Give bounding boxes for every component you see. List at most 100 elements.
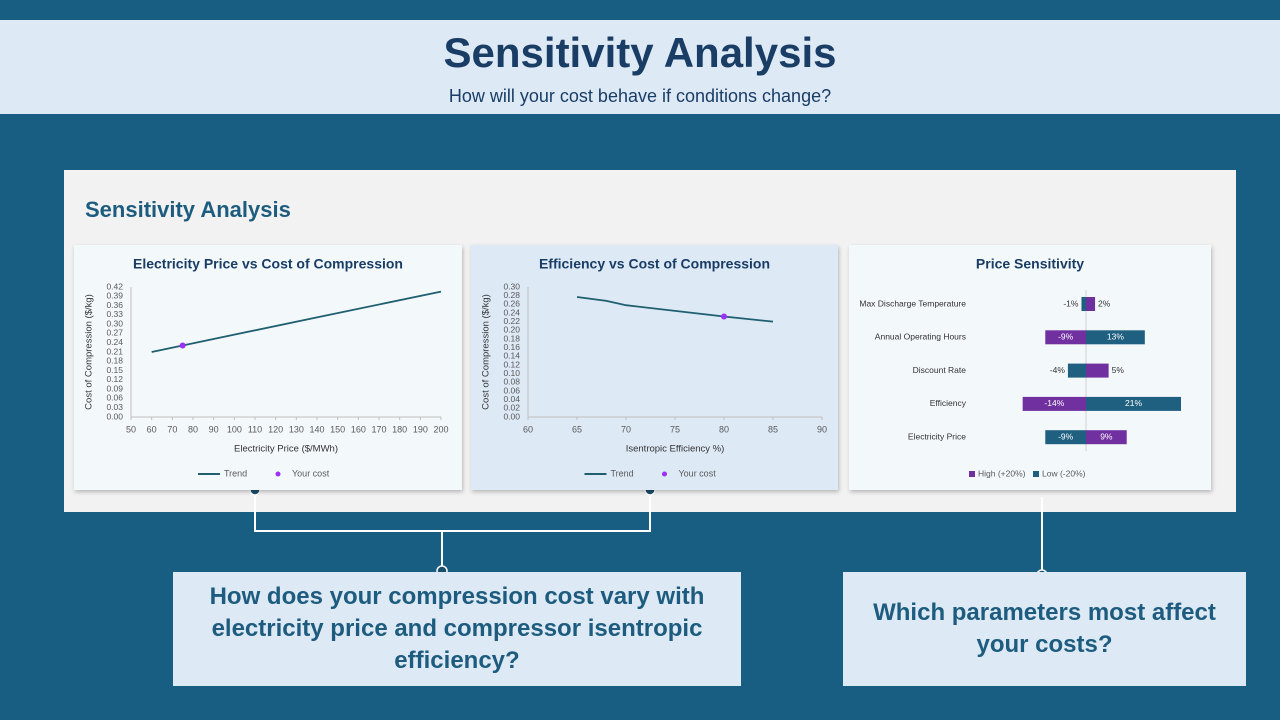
category-label: Electricity Price <box>908 431 966 441</box>
y-axis-label: Cost of Compression ($/kg) <box>481 294 492 410</box>
chart-title: Electricity Price vs Cost of Compression <box>133 256 403 272</box>
x-tick-label: 170 <box>371 424 386 434</box>
value-label: 21% <box>1125 398 1142 408</box>
x-tick-label: 70 <box>621 424 631 434</box>
x-tick-label: 85 <box>768 424 778 434</box>
sensitivity-bar <box>1045 430 1086 445</box>
sensitivity-bar <box>1086 430 1127 445</box>
y-tick-label: 0.22 <box>503 316 520 326</box>
y-tick-label: 0.03 <box>106 402 123 412</box>
value-label: -4% <box>1050 365 1066 375</box>
value-label: -1% <box>1063 298 1079 308</box>
category-label: Annual Operating Hours <box>875 332 966 342</box>
x-tick-label: 90 <box>209 424 219 434</box>
y-tick-label: 0.24 <box>503 307 520 317</box>
category-label: Efficiency <box>930 398 967 408</box>
sensitivity-bar <box>1045 330 1086 345</box>
callout: How does your compression cost vary with… <box>173 572 741 686</box>
x-tick-label: 160 <box>351 424 366 434</box>
x-tick-label: 100 <box>227 424 242 434</box>
header-band <box>0 20 1280 114</box>
y-tick-label: 0.39 <box>106 291 123 301</box>
x-tick-label: 75 <box>670 424 680 434</box>
legend-swatch <box>969 471 975 477</box>
chart-title: Price Sensitivity <box>976 256 1084 272</box>
callout: Which parameters most affect your costs? <box>843 572 1246 686</box>
x-tick-label: 50 <box>126 424 136 434</box>
legend-swatch <box>275 471 281 477</box>
y-tick-label: 0.06 <box>106 393 123 403</box>
legend-swatch <box>1033 471 1039 477</box>
trend-line <box>151 290 442 353</box>
chart-card <box>849 245 1211 490</box>
x-axis-label: Electricity Price ($/MWh) <box>234 444 338 455</box>
y-tick-label: 0.04 <box>503 394 520 404</box>
value-label: 2% <box>1098 298 1111 308</box>
legend-label: Trend <box>224 468 247 478</box>
y-tick-label: 0.24 <box>106 337 123 347</box>
y-tick-label: 0.09 <box>106 383 123 393</box>
x-tick-label: 80 <box>719 424 729 434</box>
value-label: 13% <box>1107 332 1124 342</box>
sensitivity-bar <box>1086 396 1181 411</box>
connectors <box>254 490 1043 575</box>
page-title: Sensitivity Analysis <box>444 29 837 76</box>
y-tick-label: 0.42 <box>106 281 123 291</box>
y-tick-label: 0.18 <box>503 333 520 343</box>
chart-card <box>471 245 838 490</box>
y-tick-label: 0.33 <box>106 309 123 319</box>
x-tick-label: 80 <box>188 424 198 434</box>
legend-label: High (+20%) <box>978 468 1026 478</box>
x-tick-label: 140 <box>309 424 324 434</box>
x-tick-label: 120 <box>268 424 283 434</box>
y-tick-label: 0.36 <box>106 300 123 310</box>
legend-label: Your cost <box>679 468 717 478</box>
legend-label: Your cost <box>292 468 330 478</box>
y-tick-label: 0.16 <box>503 342 520 352</box>
y-tick-label: 0.14 <box>503 351 520 361</box>
legend-label: Trend <box>611 468 634 478</box>
x-tick-label: 65 <box>572 424 582 434</box>
value-label: 9% <box>1100 431 1113 441</box>
value-label: -9% <box>1058 431 1074 441</box>
y-tick-label: 0.06 <box>503 385 520 395</box>
y-tick-label: 0.21 <box>106 346 123 356</box>
chart-title: Efficiency vs Cost of Compression <box>539 256 770 272</box>
y-tick-label: 0.02 <box>503 403 520 413</box>
x-tick-label: 110 <box>248 424 262 434</box>
x-tick-label: 200 <box>433 424 448 434</box>
sensitivity-bar <box>1081 297 1086 311</box>
x-tick-label: 190 <box>413 424 428 434</box>
x-tick-label: 180 <box>392 424 407 434</box>
x-axis-label: Isentropic Efficiency %) <box>626 444 725 455</box>
connector <box>254 490 651 532</box>
y-tick-label: 0.30 <box>106 318 123 328</box>
chart-card <box>74 245 462 490</box>
page-subtitle: How will your cost behave if conditions … <box>449 86 831 106</box>
your-cost-point <box>721 313 727 320</box>
x-tick-label: 60 <box>523 424 533 434</box>
y-tick-label: 0.10 <box>503 368 520 378</box>
sensitivity-bar <box>1086 330 1145 345</box>
y-tick-label: 0.08 <box>503 377 520 387</box>
trend-line <box>576 296 774 323</box>
x-tick-label: 60 <box>147 424 157 434</box>
y-tick-label: 0.20 <box>503 325 520 335</box>
x-tick-label: 70 <box>167 424 177 434</box>
y-tick-label: 0.00 <box>106 411 123 421</box>
y-tick-label: 0.15 <box>106 365 123 375</box>
sensitivity-bar <box>1022 396 1086 411</box>
y-tick-label: 0.26 <box>503 299 520 309</box>
x-tick-label: 90 <box>817 424 827 434</box>
panel-title: Sensitivity Analysis <box>85 197 291 222</box>
y-tick-label: 0.28 <box>503 290 520 300</box>
your-cost-point <box>179 342 186 349</box>
y-tick-label: 0.12 <box>503 359 520 369</box>
value-label: -14% <box>1044 398 1064 408</box>
legend-label: Low (-20%) <box>1042 468 1086 478</box>
value-label: 5% <box>1112 365 1125 375</box>
y-tick-label: 0.00 <box>503 411 520 421</box>
y-tick-label: 0.27 <box>106 328 123 338</box>
